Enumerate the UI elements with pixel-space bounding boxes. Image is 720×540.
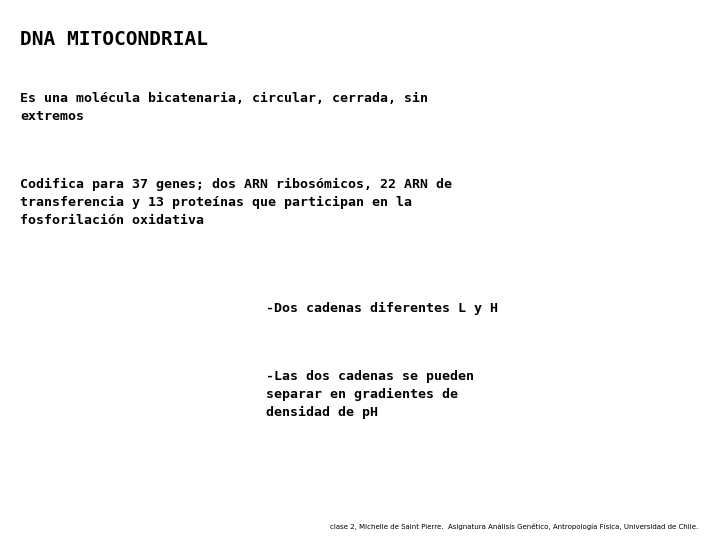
Text: Codifica para 37 genes; dos ARN ribosómicos, 22 ARN de
transferencia y 13 proteí: Codifica para 37 genes; dos ARN ribosómi… (20, 178, 452, 227)
Text: clase 2, Michelle de Saint Pierre.  Asignatura Análisis Genético, Antropología F: clase 2, Michelle de Saint Pierre. Asign… (330, 523, 698, 530)
Text: Es una molécula bicatenaria, circular, cerrada, sin
extremos: Es una molécula bicatenaria, circular, c… (20, 92, 428, 123)
Text: -Las dos cadenas se pueden
separar en gradientes de
densidad de pH: -Las dos cadenas se pueden separar en gr… (266, 370, 474, 419)
Text: DNA MITOCONDRIAL: DNA MITOCONDRIAL (20, 30, 208, 49)
Text: -Dos cadenas diferentes L y H: -Dos cadenas diferentes L y H (266, 302, 498, 315)
